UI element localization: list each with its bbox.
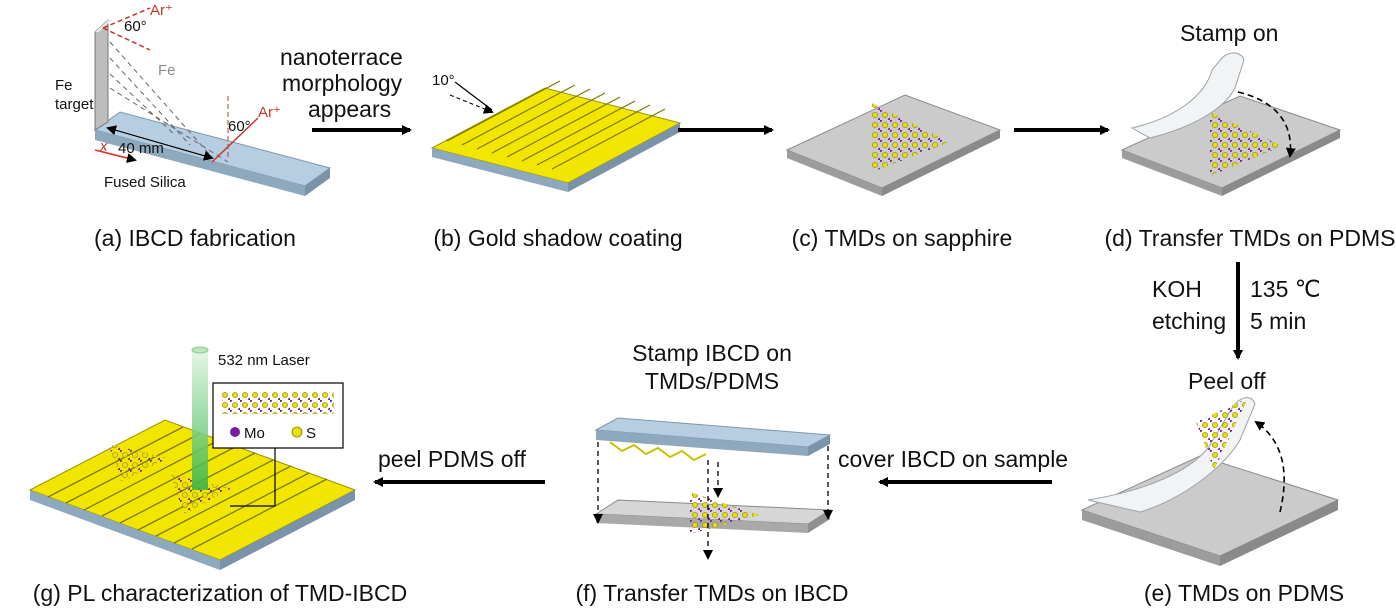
cover-ibcd-label: cover IBCD on sample [838, 446, 1069, 472]
caption-c: (c) TMDs on sapphire [791, 225, 1013, 251]
panel-e-illustration [1080, 397, 1340, 566]
caption-g: (g) PL characterization of TMD-IBCD [32, 580, 408, 606]
panel-a-illustration [93, 7, 332, 196]
panel-b-illustration [430, 80, 682, 192]
s-legend-dot [291, 426, 303, 438]
peel-pdms-label: peel PDMS off [378, 446, 526, 472]
caption-b: (b) Gold shadow coating [433, 225, 683, 251]
laser-label: 532 nm Laser [218, 352, 310, 369]
laser-beam [192, 350, 208, 490]
angle-label-2: 60° [228, 118, 251, 135]
fe-flux-label: Fe [158, 62, 176, 79]
fe-target [94, 18, 109, 131]
panel-c-illustration [785, 94, 1002, 196]
ar-ion-label-1: Ar⁺ [150, 2, 173, 19]
stamp-ibcd-label-line2: TMDs/PDMS [644, 368, 780, 394]
koh-label: KOH [1152, 276, 1202, 302]
tmd-flake [170, 474, 232, 514]
arrow-label-line3: appears [308, 96, 392, 122]
pdms-stamp [1130, 52, 1245, 139]
caption-e: (e) TMDs on PDMS [1143, 580, 1345, 606]
fe-target-line1: Fe [55, 77, 73, 94]
fe-target-label: Fe target [55, 76, 93, 114]
substrate-label: Fused Silica [104, 174, 186, 191]
stamp-on-label: Stamp on [1180, 20, 1279, 46]
shadow-angle-label: 10° [432, 72, 455, 89]
tmd-flake [108, 444, 168, 482]
distance-label: 40 mm [118, 140, 164, 157]
ar-ion-label-2: Ar⁺ [258, 104, 281, 121]
stamp-ibcd-label-line1: Stamp IBCD on [632, 340, 792, 366]
caption-a: (a) IBCD fabrication [94, 225, 296, 251]
tmd-flake [1196, 398, 1248, 470]
etching-label: etching [1152, 308, 1227, 334]
arrow-label-line2: morphology [282, 70, 403, 96]
panel-g-illustration [28, 346, 357, 570]
caption-f: (f) Transfer TMDs on IBCD [575, 580, 849, 606]
mo-legend-label: Mo [244, 425, 265, 442]
tmd-flake [872, 103, 950, 172]
x-axis-label: x [100, 138, 108, 155]
temperature-label: 135 ℃ [1250, 276, 1321, 302]
mo-legend-dot [230, 427, 240, 437]
panel-f-illustration [593, 417, 833, 560]
time-label: 5 min [1250, 308, 1307, 334]
angle-label-1: 60° [124, 18, 147, 35]
caption-d: (d) Transfer TMDs on PDMS [1104, 225, 1396, 251]
arrow-label-line1: nanoterrace [280, 44, 403, 70]
s-legend-label: S [306, 425, 317, 442]
tmd-flake [1210, 112, 1282, 176]
panel-d-illustration [1120, 52, 1342, 196]
peel-off-label: Peel off [1188, 368, 1266, 394]
fe-target-line2: target [55, 96, 94, 113]
